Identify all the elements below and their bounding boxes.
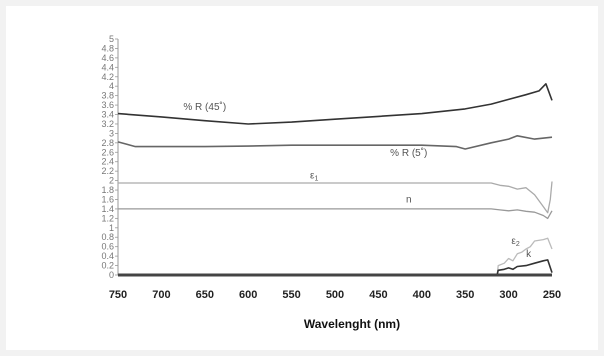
series-layer — [117, 83, 553, 275]
x-tick-label: 650 — [196, 289, 214, 301]
y-tick-label: 5 — [109, 34, 114, 44]
y-tick-label: 0.8 — [101, 232, 114, 242]
series-annotation: % R (45˚) — [183, 101, 226, 113]
annotation-text: ε — [511, 236, 516, 247]
y-tick-label: 3.2 — [101, 119, 114, 129]
y-tick-label: 3.6 — [101, 100, 114, 110]
x-tick-label: 300 — [499, 289, 517, 301]
series-line-3 — [118, 208, 553, 220]
y-tick-label: 1.6 — [101, 194, 114, 204]
chart-panel: 0 0.2 0.4 0.6 0.8 1 1.2 1.4 1.6 1.8 2 2.2 2.4 2.6 2.8 3… — [6, 6, 598, 350]
series-annotation: n — [406, 194, 412, 205]
series-line-4 — [496, 237, 553, 275]
series-annotation: % R (5˚) — [390, 147, 427, 159]
series-line-5 — [496, 259, 553, 275]
y-tick-label: 0.6 — [101, 242, 114, 252]
y-tick-label: 4 — [109, 81, 114, 91]
series-annotation: k — [526, 249, 532, 260]
y-tick-label: 4.2 — [101, 72, 114, 82]
series-line-2 — [118, 181, 553, 214]
annotation-text: ε — [310, 171, 315, 182]
annotation-subscript: 1 — [314, 176, 318, 183]
x-axis: 750 700 650 600 550 500 450 400 350 300 250 — [109, 273, 561, 301]
annotation-text: % R (5˚) — [390, 147, 427, 159]
annotation-text: n — [406, 194, 412, 205]
x-tick-label: 750 — [109, 289, 127, 301]
y-tick-label: 2.8 — [101, 138, 114, 148]
x-axis-label: Wavelenght (nm) — [304, 317, 400, 331]
series-annotation: ε2 — [511, 236, 519, 248]
series-annotation: ε1 — [310, 171, 318, 183]
y-tick-label: 2.4 — [101, 157, 114, 167]
y-tick-label: 0 — [109, 270, 114, 280]
x-tick-label: 350 — [456, 289, 474, 301]
series-line-0 — [117, 83, 553, 125]
annotation-text: % R (45˚) — [183, 101, 226, 113]
y-tick-label: 2 — [109, 176, 114, 186]
annotation-subscript: 2 — [516, 241, 520, 248]
x-tick-label: 400 — [413, 289, 431, 301]
x-tick-label: 700 — [152, 289, 170, 301]
y-tick-label: 1.2 — [101, 213, 114, 223]
x-tick-label: 450 — [369, 289, 387, 301]
y-tick-label: 3.4 — [101, 110, 114, 120]
y-tick-label: 1.8 — [101, 185, 114, 195]
y-tick-label: 4.4 — [101, 62, 114, 72]
x-tick-label: 550 — [282, 289, 300, 301]
y-tick-label: 3.8 — [101, 91, 114, 101]
y-tick-label: 4.6 — [101, 53, 114, 63]
y-tick-label: 2.6 — [101, 147, 114, 157]
x-tick-label: 500 — [326, 289, 344, 301]
y-tick-label: 3 — [109, 128, 114, 138]
y-tick-label: 2.2 — [101, 166, 114, 176]
y-tick-label: 0.2 — [101, 261, 114, 271]
x-tick-label: 250 — [543, 289, 561, 301]
y-tick-label: 1 — [109, 223, 114, 233]
series-line-1 — [117, 135, 553, 150]
spectra-chart: 00.20.40.60.811.21.41.61.822.22.42.62.83… — [101, 34, 561, 331]
annotation-text: k — [526, 249, 532, 260]
x-tick-label: 600 — [239, 289, 257, 301]
y-axis: 00.20.40.60.811.21.41.61.822.22.42.62.83… — [101, 34, 119, 280]
y-tick-label: 4.8 — [101, 43, 114, 53]
y-tick-label: 0.4 — [101, 251, 114, 261]
y-tick-label: 1.4 — [101, 204, 114, 214]
